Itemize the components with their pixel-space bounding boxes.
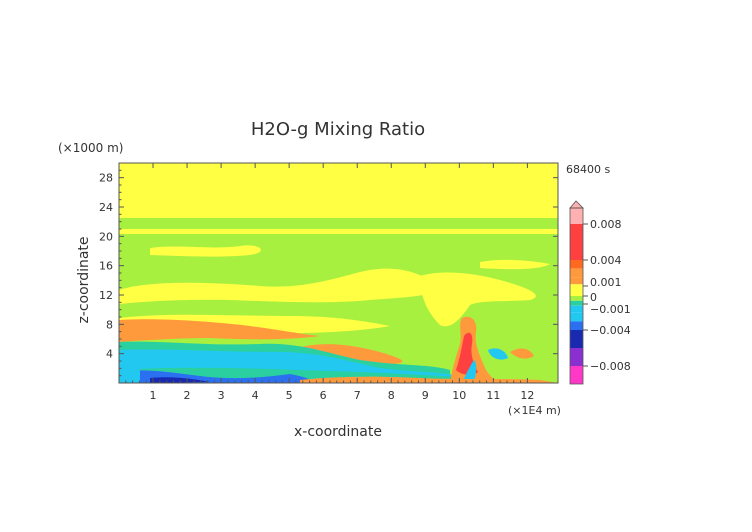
heatmap-field — [119, 163, 558, 383]
colorbar-labels: 0.008 0.004 0.001 0−0.001 −0.004 −0.008 — [583, 218, 631, 373]
x-tick-label: 12 — [520, 389, 534, 402]
colorbar-label: −0.004 — [590, 324, 631, 337]
colorbar-band — [570, 321, 583, 330]
field-yellow-streak-a — [150, 245, 261, 257]
field-plume-cyan-streak — [462, 360, 477, 383]
x-tick-label: 11 — [486, 389, 500, 402]
colorbar-band — [570, 330, 583, 348]
x-axis-label: x-coordinate — [294, 424, 382, 440]
colorbar-label: −0.001 — [590, 303, 631, 316]
colorbar: 0.008 0.004 0.001 0−0.001 −0.004 −0.008 — [569, 200, 631, 385]
field-left-cyan-corner — [119, 359, 140, 383]
field-yellow-streak-d — [480, 259, 550, 270]
x-tick-label: 1 — [150, 389, 157, 402]
field-right-orange-blob — [510, 348, 534, 359]
x-unit-label: (×1E4 m) — [508, 404, 561, 417]
field-yellow-band-upper — [119, 229, 558, 234]
y-tick-label: 24 — [99, 201, 113, 214]
colorbar-label: 0.001 — [590, 276, 622, 289]
x-tick-label: 8 — [388, 389, 395, 402]
y-axis: 4 8 12 16 20 24 28 — [99, 169, 558, 377]
x-tick-label: 4 — [252, 389, 259, 402]
colorbar-band — [570, 366, 583, 384]
colorbar-band — [570, 242, 583, 260]
colorbar-band — [570, 277, 583, 285]
colorbar-label: 0 — [590, 291, 597, 304]
colorbar-band — [570, 305, 583, 313]
colorbar-band — [570, 268, 583, 278]
colorbar-band — [570, 296, 583, 301]
field-yellow-streak-b — [119, 268, 440, 304]
colorbar-band — [570, 300, 583, 306]
x-tick-label: 2 — [184, 389, 191, 402]
colorbar-label: −0.008 — [590, 360, 631, 373]
colorbar-band — [570, 348, 583, 366]
x-tick-label: 10 — [452, 389, 466, 402]
colorbar-label: 0.004 — [590, 254, 622, 267]
y-tick-label: 20 — [99, 230, 113, 243]
colorbar-band — [570, 208, 583, 224]
x-axis: 1 2 3 4 5 6 7 8 9 10 11 12 — [125, 163, 534, 402]
field-orange-band — [119, 319, 320, 342]
y-axis-label: z-coordinate — [76, 236, 92, 323]
x-tick-label: 7 — [354, 389, 361, 402]
x-tick-label: 6 — [320, 389, 327, 402]
y-tick-label: 16 — [99, 260, 113, 273]
colorbar-label: 0.008 — [590, 218, 622, 231]
y-tick-label: 8 — [106, 318, 113, 331]
y-tick-label: 4 — [106, 348, 113, 361]
x-tick-label: 9 — [422, 389, 429, 402]
x-tick-label: 5 — [286, 389, 293, 402]
y-unit-label: (×1000 m) — [58, 141, 123, 155]
time-label: 68400 s — [566, 163, 610, 176]
y-tick-label: 12 — [99, 289, 113, 302]
chart-title: H2O-g Mixing Ratio — [251, 119, 425, 140]
y-tick-label: 28 — [99, 172, 113, 185]
colorbar-band — [570, 290, 583, 296]
field-right-cyan-blob — [488, 348, 508, 360]
colorbar-band — [570, 224, 583, 242]
x-tick-label: 3 — [218, 389, 225, 402]
colorbar-band — [570, 260, 583, 269]
colorbar-band — [570, 312, 583, 322]
field-yellow-plume — [420, 272, 536, 327]
colorbar-overflow-arrow — [569, 200, 584, 209]
colorbar-bands — [570, 208, 583, 384]
field-navy-pool — [150, 377, 210, 383]
colorbar-band — [570, 284, 583, 290]
